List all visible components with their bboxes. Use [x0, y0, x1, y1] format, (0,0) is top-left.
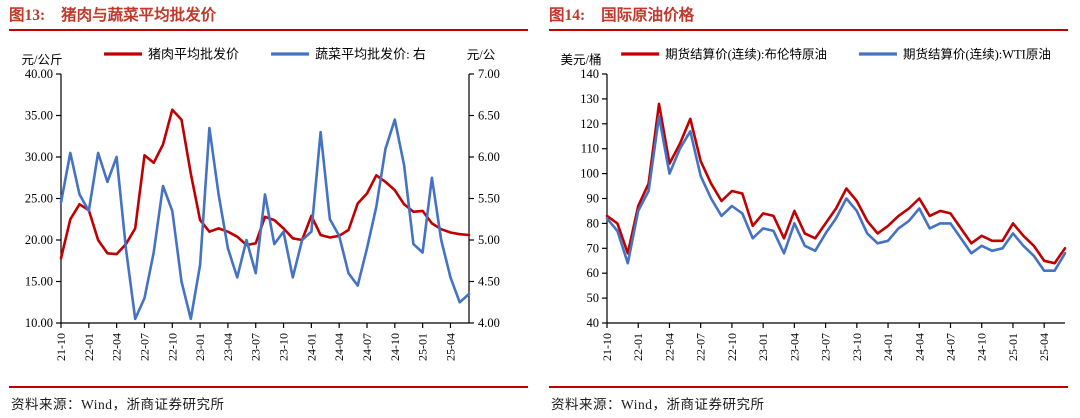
x-axis-tick-label: 22-01	[631, 333, 645, 361]
y-axis-left-tick-label: 20.00	[25, 233, 53, 247]
y-axis-left-tick-label: 35.00	[25, 109, 53, 123]
x-axis-tick-label: 23-07	[249, 333, 263, 361]
figure-14-title: 图14: 国际原油价格	[549, 5, 1068, 27]
figure-13-source: 资料来源：Wind，浙商证券研究所	[11, 397, 225, 412]
y-axis-left-tick-label: 130	[580, 92, 599, 106]
y-axis-left-tick-label: 25.00	[25, 192, 53, 206]
figure-13-footer-rule	[9, 386, 528, 388]
figure-14-label: 图14:	[549, 7, 586, 24]
y-axis-left-tick-label: 110	[581, 142, 599, 156]
figure-13-title: 图13: 猪肉与蔬菜平均批发价	[9, 5, 528, 27]
x-axis-tick-label: 22-10	[165, 333, 179, 361]
y-axis-right-tick-label: 5.50	[478, 192, 500, 206]
x-axis-tick-label: 25-04	[1037, 333, 1051, 361]
x-axis-tick-label: 25-04	[443, 333, 457, 361]
figure-13-title-rule	[9, 29, 528, 31]
y-axis-right-tick-label: 4.50	[478, 275, 500, 289]
x-axis-tick-label: 22-01	[82, 333, 96, 361]
figure-14-title-text: 国际原油价格	[601, 7, 695, 24]
figure-14-title-rule	[549, 29, 1068, 31]
x-axis-tick-label: 24-01	[881, 333, 895, 361]
series-line-0	[59, 108, 471, 260]
y-axis-left-tick-label: 40.00	[25, 67, 53, 81]
x-axis-tick-label: 23-10	[277, 333, 291, 361]
x-axis-tick-label: 23-01	[756, 333, 770, 361]
legend-label: 蔬菜平均批发价: 右	[315, 47, 426, 62]
pork-veg-price-chart: 40.00 35.00 30.00 25.00 20.00 15.00 10.00 7.00 6…	[9, 32, 528, 379]
figure-14-source: 资料来源：Wind，浙商证券研究所	[551, 397, 765, 412]
y-axis-right-unit: 元/公	[467, 48, 496, 62]
y-axis-left-tick-label: 80	[587, 216, 600, 230]
y-axis-left-unit: 美元/桶	[561, 52, 602, 67]
y-axis-left-tick-label: 140	[580, 67, 599, 81]
y-axis-left-tick-label: 100	[580, 167, 599, 181]
x-axis-tick-label: 21-10	[54, 333, 68, 361]
y-axis-right-tick-label: 7.00	[478, 67, 500, 81]
y-axis-left-tick-label: 120	[580, 117, 599, 131]
crude-oil-price-chart: 140 130 120 110 100 90 80 70 60 50 40 21-10 22-01 22-…	[549, 32, 1068, 379]
y-axis-right-tick-label: 6.00	[478, 150, 500, 164]
series-line-1	[59, 118, 471, 321]
figure-13-title-text: 猪肉与蔬菜平均批发价	[61, 7, 217, 24]
y-axis-left-tick-label: 90	[587, 192, 600, 206]
x-axis-tick-label: 24-07	[944, 333, 958, 361]
y-axis-left-tick-label: 15.00	[25, 275, 53, 289]
x-axis-tick-label: 22-10	[725, 333, 739, 361]
figure-13: 图13: 猪肉与蔬菜平均批发价 40.00 35.00 30.00 25.00 20.00…	[9, 5, 528, 412]
figure-14: 图14: 国际原油价格 140 130 120 110 100 90 80 70 60 50 40 21…	[540, 0, 1080, 418]
pork-veg-price-chart-svg: 40.00 35.00 30.00 25.00 20.00 15.00 10.00 7.00 6…	[22, 47, 500, 362]
y-axis-right-tick-label: 6.50	[478, 109, 500, 123]
x-axis-tick-label: 24-10	[388, 333, 402, 361]
y-axis-left-tick-label: 60	[587, 266, 600, 280]
x-axis-tick-label: 24-01	[304, 333, 318, 361]
x-axis-tick-label: 23-04	[787, 333, 801, 361]
x-axis-tick-label: 22-07	[137, 333, 151, 361]
x-axis-tick-label: 23-07	[819, 333, 833, 361]
y-axis-right-tick-label: 5.00	[478, 233, 500, 247]
series-line-0	[605, 102, 1067, 265]
series-line-1	[605, 115, 1067, 272]
y-axis-left-tick-label: 50	[587, 291, 600, 305]
figure-13-label: 图13:	[9, 7, 46, 24]
x-axis-tick-label: 24-04	[912, 333, 926, 361]
y-axis-left-tick-label: 10.00	[25, 316, 53, 330]
legend: 期货结算价(连续):布伦特原油 期货结算价(连续):WTI原油	[621, 47, 1051, 62]
legend-label: 期货结算价(连续):布伦特原油	[665, 47, 827, 62]
y-axis-left-tick-label: 30.00	[25, 150, 53, 164]
x-axis-tick-label: 21-10	[600, 333, 614, 361]
x-axis-tick-label: 22-04	[662, 333, 676, 361]
legend: 猪肉平均批发价 蔬菜平均批发价: 右	[104, 47, 426, 62]
x-axis-tick-label: 25-01	[416, 333, 430, 361]
x-axis-tick-label: 22-07	[694, 333, 708, 361]
y-axis-left-tick-label: 40	[587, 316, 600, 330]
y-axis-left-tick-label: 70	[587, 241, 600, 255]
x-axis-tick-label: 22-04	[110, 333, 124, 361]
axes: 40.00 35.00 30.00 25.00 20.00 15.00 10.00 7.00 6…	[25, 67, 500, 361]
x-axis-tick-label: 24-04	[332, 333, 346, 361]
legend-label: 期货结算价(连续):WTI原油	[903, 47, 1051, 62]
x-axis-tick-label: 25-01	[1006, 333, 1020, 361]
x-axis-tick-label: 23-01	[193, 333, 207, 361]
x-axis-tick-label: 24-10	[975, 333, 989, 361]
y-axis-left-unit: 元/公斤	[22, 53, 63, 67]
legend-label: 猪肉平均批发价	[148, 47, 239, 62]
x-axis-tick-label: 23-04	[221, 333, 235, 361]
figure-14-footer-rule	[549, 386, 1068, 388]
x-axis-tick-label: 24-07	[360, 333, 374, 361]
x-axis-tick-label: 23-10	[850, 333, 864, 361]
y-axis-right-tick-label: 4.00	[478, 316, 500, 330]
